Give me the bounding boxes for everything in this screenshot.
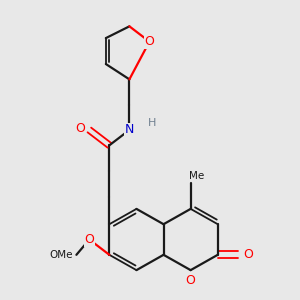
Text: OMe: OMe [50, 250, 73, 260]
Text: N: N [125, 124, 134, 136]
Text: O: O [186, 274, 196, 287]
Text: O: O [84, 233, 94, 246]
Text: O: O [75, 122, 85, 135]
Text: O: O [244, 248, 254, 261]
Text: H: H [148, 118, 157, 128]
Text: O: O [145, 35, 154, 48]
Text: Me: Me [189, 171, 204, 181]
